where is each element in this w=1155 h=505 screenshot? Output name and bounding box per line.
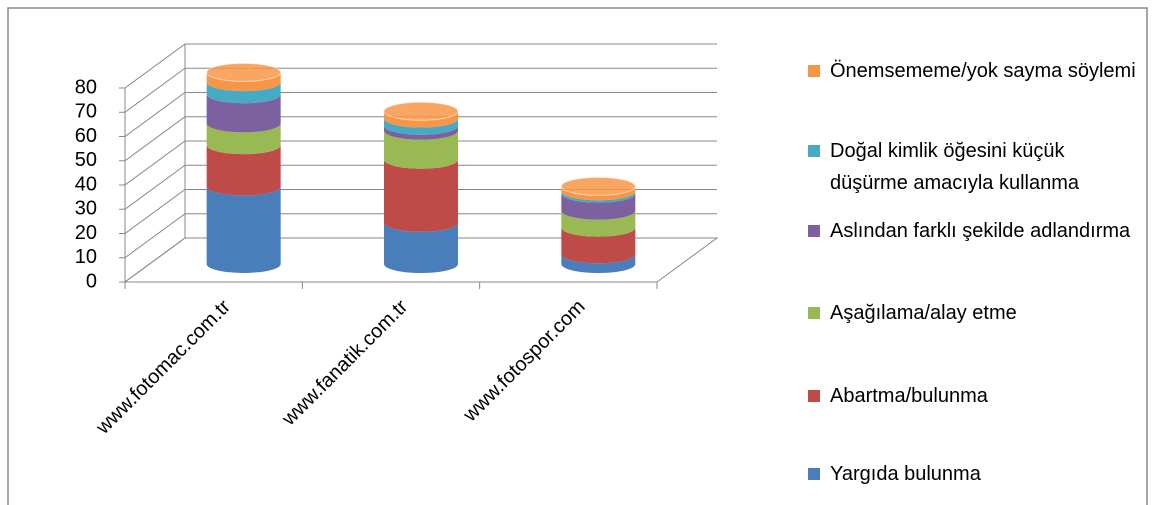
x-tick-label: www.fotomac.com.tr [91,295,235,439]
x-tick-label: www.fanatik.com.tr [277,295,412,430]
y-tick-label: 0 [86,270,97,292]
bar-segment [384,130,458,169]
chart-border [7,7,1148,505]
y-tick-label: 20 [75,222,97,244]
legend-item: Önemsememe/yok sayma söylemi [808,55,1138,87]
legend-label: Önemsememe/yok sayma söylemi [830,60,1136,82]
bar-cap [383,101,459,121]
bar-segment [206,94,281,133]
legend-item: Aşağılama/alay etme [808,297,1138,329]
bar-cap [560,176,636,196]
legend-label: Yargıda bulunma [830,463,981,485]
legend-item: Yargıda bulunma [808,458,1138,490]
legend-swatch [808,145,820,157]
bar-segment [384,222,458,273]
bar-cap [206,62,282,82]
legend-swatch [808,468,820,480]
legend-swatch [808,225,820,237]
y-tick-label: 10 [75,246,97,268]
bar-segment [384,118,458,135]
y-tick-label: 80 [75,76,97,98]
bar-segment [206,145,281,196]
bar-segment [561,193,636,220]
bar-segment [561,254,636,273]
legend-label: Aslından farklı şekilde adlandırma [830,220,1131,242]
y-tick-label: 30 [75,198,97,220]
bar-segment [206,82,281,104]
legend-item: Aslından farklı şekilde adlandırma [808,215,1138,247]
y-tick-label: 50 [75,149,97,171]
x-tick-label: www.fotospor.com [459,296,590,427]
legend-label: Abartma/bulunma [830,385,988,407]
y-tick-label: 40 [75,173,97,195]
y-tick-label: 70 [75,101,97,123]
legend-swatch [808,65,820,77]
legend-item: Abartma/bulunma [808,380,1138,412]
bar-segment [561,210,636,237]
legend-swatch [808,390,820,402]
bar-segment [561,191,636,203]
bar-segment [384,159,458,232]
bar-segment [561,186,636,201]
bar-segment [206,186,281,273]
legend-swatch [808,307,820,319]
legend-label: Doğal kimlik öğesini küçük düşürme amacı… [830,140,1079,194]
legend-item: Doğal kimlik öğesini küçük düşürme amacı… [808,135,1138,199]
y-tick-label: 60 [75,125,97,147]
bar-segment [384,125,458,140]
bar-segment [206,123,281,155]
legend-label: Aşağılama/alay etme [830,302,1017,324]
bar-segment [561,227,636,264]
bar-segment [384,111,458,128]
